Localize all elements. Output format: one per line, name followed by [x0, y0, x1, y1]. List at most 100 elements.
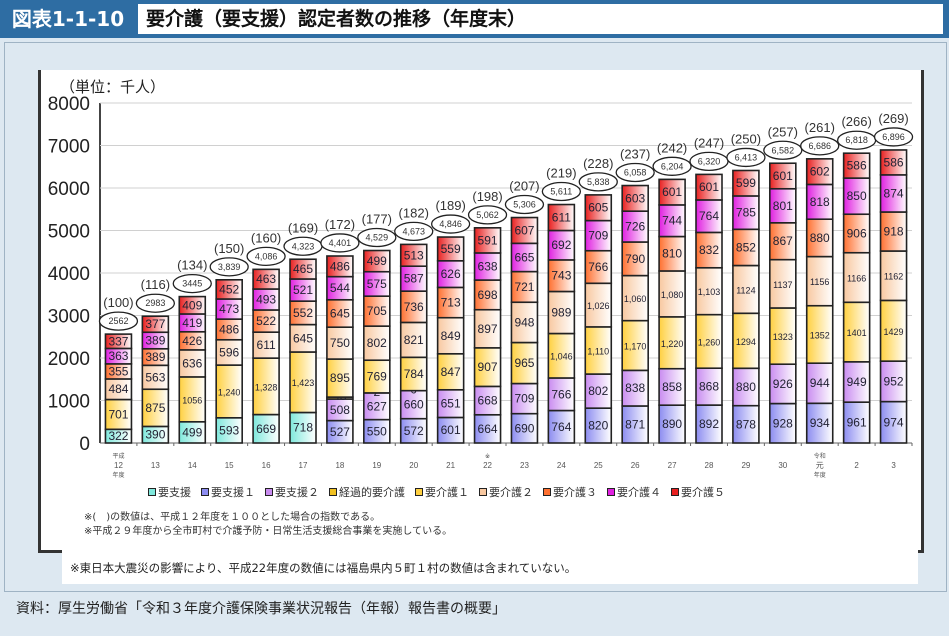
bar-segment: [621, 319, 649, 372]
x-tick-label: 17: [299, 461, 308, 470]
bar-segment-label: 701: [108, 407, 128, 421]
bar-segment-label: 1323: [773, 332, 793, 342]
x-tick-label: 28: [705, 461, 714, 470]
bar-segment-label: 1,110: [587, 346, 609, 356]
bar-segment: [289, 323, 317, 353]
bar-segment: [363, 270, 391, 297]
index-label: (169): [288, 220, 318, 235]
bar-segment: [805, 304, 834, 364]
x-tick-label-bottom: 年度: [112, 471, 124, 479]
bar-segment-label: 645: [330, 306, 350, 320]
bar-segment-label: 499: [182, 425, 202, 439]
bar-segment-label: 989: [551, 306, 571, 320]
legend-item: 要介護１: [415, 484, 469, 500]
bar-segment-label: 801: [773, 199, 793, 213]
legend-item: 要介護３: [543, 484, 597, 500]
total-label: 6,582: [772, 145, 795, 155]
bar-segment-label: 572: [404, 424, 424, 438]
bar-segment-label: 669: [256, 422, 276, 436]
bar-segment-label: 499: [367, 254, 387, 268]
bar-segment: [436, 316, 465, 355]
bar-segment-label: 626: [441, 267, 461, 281]
bar-segment-label: 906: [847, 226, 867, 240]
bar-segment: [732, 169, 760, 197]
bar-segment: [473, 227, 502, 254]
bar-segment-label: 875: [145, 401, 165, 415]
bar-segment-label: 838: [625, 381, 645, 395]
legend-swatch: [671, 488, 679, 496]
index-label: (250): [731, 131, 761, 146]
bar-segment-label: 820: [588, 419, 608, 433]
bar-segment: [842, 213, 871, 254]
index-label: (198): [472, 189, 502, 204]
bar-segment: [547, 290, 576, 335]
bar-segment-label: 852: [736, 240, 756, 254]
bar-segment-label: 802: [588, 384, 608, 398]
bar-segment-label: 377: [145, 317, 165, 331]
x-tick-label-bottom: 年度: [814, 471, 826, 479]
bar-segment-label: 802: [367, 336, 387, 350]
bar-segment-label: 611: [552, 211, 571, 225]
bar-segment: [436, 352, 465, 391]
bar-segment-label: 1162: [884, 272, 903, 282]
x-tick-label: 15: [225, 461, 234, 470]
bar-segment: [879, 149, 908, 176]
bar-segment-label: 522: [256, 314, 276, 328]
total-label: 4,846: [439, 219, 462, 229]
y-tick-label: 0: [79, 434, 90, 455]
x-tick-label: 2: [854, 461, 859, 470]
bottom-note-area: [62, 548, 918, 584]
source-citation: 資料：厚生労働省「令和３年度介護保険事業状況報告（年報）報告書の概要」: [16, 601, 506, 617]
bar-segment: [732, 228, 760, 267]
legend-label: 要介護５: [681, 486, 725, 499]
bar-segment-label: 1,103: [698, 287, 721, 297]
bar-segment-label: 874: [884, 186, 904, 200]
bar-segment-label: 363: [108, 349, 128, 363]
y-tick-label: 1000: [48, 392, 90, 413]
bar-segment: [695, 367, 723, 406]
bar-segment-label: 1,170: [624, 342, 647, 352]
bar-segment: [436, 286, 465, 319]
bar-segment-label: 601: [662, 185, 682, 199]
x-tick-label: 18: [335, 461, 344, 470]
bar-segment-label: 611: [257, 338, 276, 352]
y-tick-label: 8000: [48, 94, 90, 115]
bar-segment-label: 1401: [847, 328, 867, 338]
legend-swatch: [265, 488, 273, 496]
bar-segment: [842, 401, 871, 444]
bar-segment-label: 513: [404, 248, 424, 262]
bar-segment: [547, 203, 576, 232]
figure-number: 図表1-1-10: [11, 7, 125, 31]
figure-title: 要介護（要支援）認定者数の推移（年度末）: [138, 4, 943, 34]
total-label: 6,320: [698, 156, 721, 166]
bar-segment-label: 692: [551, 238, 571, 252]
total-ellipse: [652, 156, 692, 176]
total-label: 5,062: [476, 210, 499, 220]
bar-segment-label: 552: [293, 306, 313, 320]
bar-segment-label: 389: [145, 350, 165, 364]
bar-segment-label: 601: [699, 180, 719, 194]
bar-segment-label: 821: [404, 333, 424, 347]
total-ellipse: [504, 194, 545, 215]
bar-segment-label: 484: [108, 382, 128, 396]
bar-segment: [769, 258, 797, 309]
bar-segment-label: 832: [699, 243, 719, 257]
bar-segment: [879, 360, 908, 403]
total-ellipse: [541, 181, 582, 202]
legend-item: 要支援２: [265, 484, 319, 500]
bar-segment-label: 1352: [810, 330, 830, 340]
bar-segment: [178, 376, 207, 423]
x-tick-label: 3: [891, 461, 896, 470]
total-label: 4,401: [329, 238, 352, 248]
bar-segment: [732, 404, 760, 444]
total-ellipse: [394, 221, 434, 242]
bar-segment-label: 651: [441, 397, 461, 411]
x-tick-label-top: 令和: [814, 452, 826, 460]
bar-segment-label: 463: [256, 272, 276, 286]
total-ellipse: [726, 147, 766, 168]
bar-segment-label: 858: [662, 380, 682, 394]
bar-segment: [769, 187, 797, 224]
bar-segment-label: 744: [662, 214, 682, 228]
index-label: (242): [657, 140, 687, 155]
